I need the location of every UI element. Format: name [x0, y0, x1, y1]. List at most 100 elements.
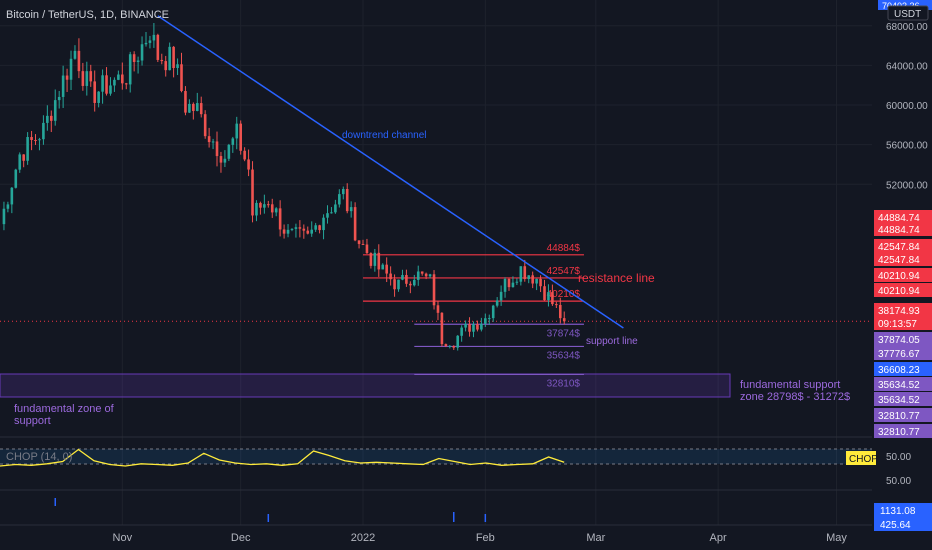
candle-body	[448, 345, 452, 347]
candle-body	[188, 103, 191, 113]
candle-body	[6, 204, 10, 209]
candle-body	[314, 225, 317, 230]
candle	[555, 301, 558, 309]
candle	[369, 252, 373, 269]
candle	[484, 313, 487, 327]
candle-body	[203, 114, 207, 137]
price-axis[interactable]: 68000.00 64000.00 60000.00 56000.00 52000.00…	[872, 0, 932, 550]
candle-body	[73, 50, 77, 59]
candle	[393, 274, 396, 297]
chop-label[interactable]: CHOP (14, 0)	[6, 451, 72, 463]
candle-body	[168, 46, 171, 71]
candle	[539, 275, 542, 293]
candle-body	[263, 204, 266, 208]
candle-body	[373, 252, 377, 266]
price-tag	[874, 377, 932, 391]
candle-body	[65, 75, 69, 80]
candle	[219, 151, 223, 173]
candle-body	[330, 212, 333, 214]
candle-body	[377, 252, 381, 270]
candle-body	[184, 91, 187, 113]
candle-body	[361, 243, 365, 245]
candle	[412, 274, 416, 287]
candle	[495, 297, 499, 308]
price-tag-text: 42547.84	[878, 255, 920, 266]
candle	[235, 116, 239, 150]
candle-body	[164, 61, 168, 71]
candle	[385, 257, 388, 283]
price-tag-text: 44884.74	[878, 213, 920, 224]
candle	[69, 50, 73, 91]
candle-body	[306, 230, 310, 234]
candle	[491, 304, 495, 322]
support-annotation: support line	[586, 336, 638, 347]
candle	[519, 266, 523, 286]
candle	[188, 99, 191, 113]
candle-body	[34, 139, 37, 141]
candle-body	[551, 292, 554, 305]
price-tag-text: 38174.93	[878, 306, 920, 317]
price-tag	[874, 424, 932, 438]
candle-body	[468, 323, 471, 332]
price-tag	[874, 283, 932, 297]
candle-body	[424, 273, 428, 277]
candle-body	[412, 279, 416, 286]
candle-body	[472, 324, 475, 332]
candle-body	[452, 345, 456, 348]
candle	[65, 68, 69, 92]
price-tag	[874, 392, 932, 406]
candle	[105, 67, 108, 96]
candle-body	[464, 323, 467, 328]
candle-body	[353, 207, 357, 241]
candle-body	[14, 169, 18, 188]
candle-body	[480, 323, 483, 330]
chop-indicator-pane	[0, 436, 932, 467]
candle	[164, 55, 168, 77]
candles	[2, 23, 566, 351]
candle	[480, 317, 483, 332]
candle	[117, 70, 120, 81]
symbol-title[interactable]: Bitcoin / TetherUS, 1D, BINANCE	[6, 9, 169, 21]
price-tag-text: 40210.94	[878, 286, 920, 297]
top-price-tag	[878, 0, 932, 10]
candle-body	[160, 59, 164, 62]
price-tag	[874, 303, 932, 317]
fundamental-zone-box[interactable]	[0, 373, 731, 398]
candle-body	[239, 123, 242, 151]
candle	[168, 42, 171, 71]
time-axis[interactable]: Nov Dec 2022 Feb Mar Apr May	[113, 532, 848, 544]
candle	[531, 271, 534, 289]
candle	[424, 272, 428, 280]
candle	[310, 221, 314, 237]
price-tag-text: 32810.77	[878, 411, 920, 422]
candle	[330, 207, 333, 214]
candle-body	[562, 318, 566, 322]
candle-body	[503, 278, 507, 292]
candle	[290, 228, 294, 232]
candle-body	[247, 159, 250, 170]
downtrend-line[interactable]	[157, 15, 624, 329]
candle	[440, 312, 444, 347]
price-tag-text: 37776.67	[878, 349, 920, 360]
candle	[326, 205, 329, 224]
candle	[255, 200, 258, 222]
candle	[109, 77, 112, 96]
time-tick-label: Nov	[113, 532, 133, 544]
candle-body	[444, 344, 448, 347]
candle	[2, 201, 6, 231]
candle	[195, 92, 199, 112]
candle-body	[22, 154, 25, 161]
candle-body	[192, 103, 195, 111]
candle	[6, 201, 10, 213]
candle	[334, 199, 337, 214]
downtrend-trendline[interactable]	[157, 15, 624, 329]
candle	[22, 154, 25, 168]
candle	[121, 62, 124, 90]
price-tag	[874, 252, 932, 266]
time-tick-label: Dec	[231, 532, 251, 544]
candle	[274, 207, 278, 217]
candle	[192, 102, 195, 120]
currency-button[interactable]	[887, 5, 929, 21]
